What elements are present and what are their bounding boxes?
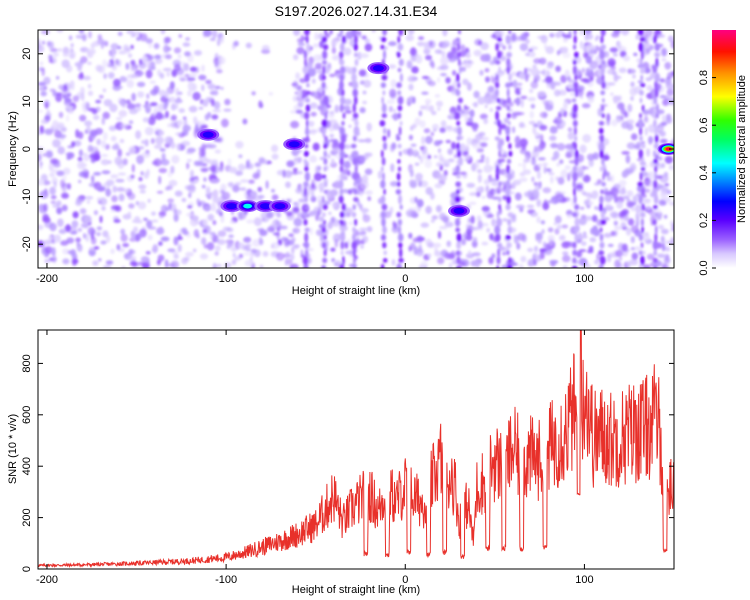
line-x-axis-label: Height of straight line (km) [292, 584, 420, 596]
heatmap-y-ticks: -20 -10 0 10 20 [21, 48, 674, 252]
heatmap-feature-6 [367, 62, 390, 75]
snr-series [38, 330, 674, 569]
line-y-tick-label: 800 [21, 354, 33, 372]
snr-line [38, 330, 674, 569]
heatmap-feature-7 [448, 204, 470, 217]
line-y-axis-label: SNR (10 * v/v) [7, 414, 19, 484]
line-y-tick-label: 600 [21, 406, 33, 424]
colorbar-tick-label: 0.8 [698, 70, 710, 85]
heatmap-x-tick-label: -200 [36, 273, 58, 285]
colorbar-tick-label: 0.4 [698, 165, 710, 180]
line-x-ticks: -200 -100 0 100 [36, 330, 594, 586]
colorbar-label: Normalized spectral amplitude [736, 75, 748, 223]
line-x-tick-label: -100 [215, 574, 237, 586]
line-x-tick-label: -200 [36, 574, 58, 586]
colorbar-ticks: 0.0 0.2 0.4 0.6 0.8 [698, 70, 716, 276]
heatmap-y-tick-label: 20 [21, 48, 33, 60]
heatmap-x-tick-label: 0 [402, 273, 408, 285]
heatmap-features [197, 62, 674, 217]
chart-title: S197.2026.027.14.31.E34 [275, 3, 438, 19]
colorbar-gradient [712, 30, 736, 268]
heatmap-texture [38, 30, 674, 268]
heatmap-x-tick-label: 100 [575, 273, 593, 285]
line-x-tick-label: 0 [402, 574, 408, 586]
line-y-tick-label: 200 [21, 508, 33, 526]
heatmap-feature-0 [197, 128, 220, 141]
line-y-ticks: 0 200 400 600 800 [21, 354, 674, 572]
heatmap-feature-1 [220, 200, 243, 213]
line-y-tick-label: 0 [21, 566, 33, 572]
heatmap-y-tick-label: -10 [21, 189, 33, 205]
heatmap-x-axis-label: Height of straight line (km) [292, 285, 420, 297]
colorbar-tick-label: 0.0 [698, 260, 710, 275]
heatmap-x-ticks: -200 -100 0 100 [36, 30, 594, 285]
heatmap-y-tick-label: 10 [21, 95, 33, 107]
colorbar-tick-label: 0.2 [698, 213, 710, 228]
colorbar: 0.0 0.2 0.4 0.6 0.8 Normalized spectral ampl… [698, 30, 748, 276]
heatmap-feature-8 [657, 143, 674, 155]
line-plot-area [38, 330, 674, 569]
line-y-tick-label: 400 [21, 457, 33, 475]
line-x-tick-label: 100 [575, 574, 593, 586]
heatmap-feature-5 [283, 138, 306, 151]
heatmap-y-tick-label: 0 [21, 146, 33, 152]
line-frame [37, 329, 675, 570]
heatmap-feature-4 [268, 200, 291, 213]
heatmap-y-tick-label: -20 [21, 236, 33, 252]
heatmap-y-axis-label: Frequency (Hz) [7, 111, 19, 187]
snr-panel: -200 -100 0 100 0 200 400 600 800 Height of str… [7, 329, 675, 596]
colorbar-tick-label: 0.6 [698, 118, 710, 133]
heatmap-x-tick-label: -100 [215, 273, 237, 285]
heatmap-feature-2 [236, 200, 259, 213]
